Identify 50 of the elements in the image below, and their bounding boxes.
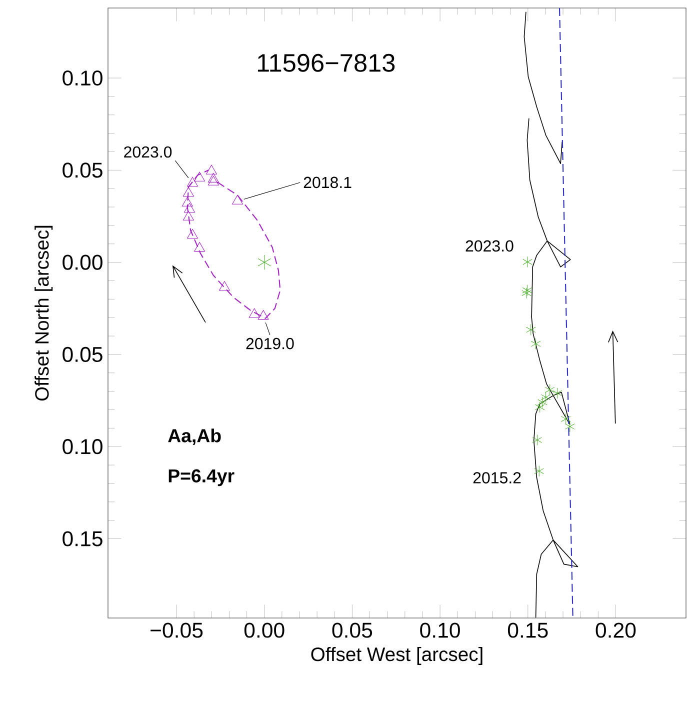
- point: [187, 228, 198, 238]
- point: [248, 308, 260, 318]
- annotation: 2019.0: [246, 338, 294, 350]
- text: 11596−7813: [258, 54, 395, 72]
- point: [530, 338, 541, 350]
- point: [219, 281, 230, 291]
- point: [184, 202, 195, 213]
- annotation: P=6.4yr: [168, 469, 234, 486]
- x-tick-label: 0.10: [420, 622, 460, 638]
- point: [532, 434, 542, 446]
- x-tick-label: 0.20: [596, 622, 636, 638]
- y-axis-title: Offset North [arcsec]: [34, 226, 53, 401]
- point: [208, 176, 219, 186]
- y-tick-label: 0.05: [62, 346, 102, 362]
- x-axis-title: Offset West [arcsec]: [311, 646, 482, 665]
- point: [194, 172, 205, 182]
- point: [182, 210, 194, 220]
- point: [206, 164, 217, 174]
- point: [208, 172, 219, 182]
- point: [187, 176, 198, 187]
- point: [534, 402, 545, 413]
- point: [522, 284, 532, 296]
- x-tick-label: 0.05: [332, 622, 372, 638]
- point: [522, 287, 532, 299]
- annotation: 2015.2: [473, 472, 521, 484]
- point: [544, 384, 555, 396]
- point: [522, 256, 532, 268]
- y-tick-label: 0.10: [62, 70, 102, 86]
- x-tick-label: 0.15: [508, 622, 548, 638]
- point: [194, 242, 205, 252]
- y-tick-label: 0.00: [62, 254, 102, 270]
- point: [182, 196, 193, 206]
- y-tick-label: 0.05: [62, 162, 102, 178]
- point: [258, 254, 271, 270]
- x-tick-label: 0.00: [244, 622, 284, 638]
- point: [552, 388, 562, 399]
- point: [540, 392, 551, 403]
- y-tick-label: 0.10: [62, 439, 102, 454]
- point: [534, 466, 544, 477]
- point: [538, 396, 548, 408]
- y-tick-label: 0.15: [62, 531, 102, 546]
- annotation: Aa,Ab: [168, 428, 221, 446]
- point: [258, 310, 269, 320]
- point: [526, 324, 536, 336]
- annotation: 2023.0: [124, 146, 172, 158]
- annotation: 2018.1: [304, 176, 352, 188]
- x-tick-label: −0.05: [150, 622, 203, 638]
- point: [182, 186, 194, 196]
- annotation: 2023.0: [466, 240, 514, 252]
- point: [232, 194, 243, 204]
